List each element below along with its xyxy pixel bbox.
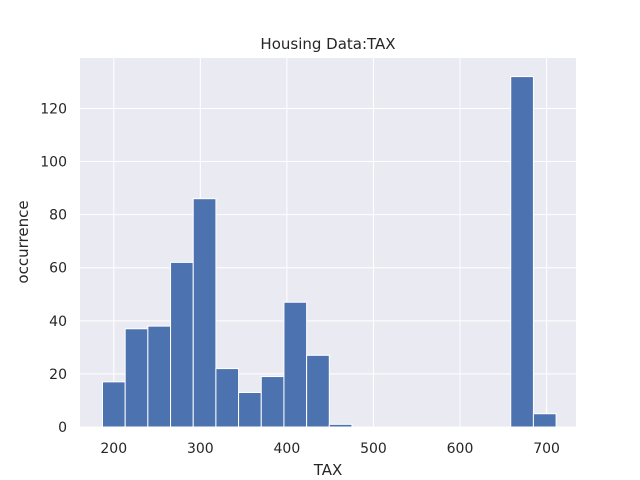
x-tick-label: 600 — [447, 441, 474, 457]
y-tick-label: 60 — [49, 261, 67, 277]
y-axis-label: occurrence — [14, 200, 32, 283]
histogram-bar — [170, 261, 194, 428]
histogram-bar — [532, 413, 557, 428]
y-tick-labels: 0 20 40 60 80 100 120 — [40, 101, 67, 436]
y-tick-label: 80 — [49, 208, 67, 224]
histogram-bar — [192, 198, 217, 428]
histogram-bar — [147, 325, 172, 428]
histogram-bar — [102, 381, 126, 428]
histogram-bar — [510, 76, 534, 428]
x-tick-label: 300 — [187, 441, 214, 457]
y-tick-label: 100 — [40, 155, 67, 171]
histogram-bar — [238, 391, 262, 428]
x-tick-label: 400 — [274, 441, 301, 457]
x-tick-label: 700 — [533, 441, 560, 457]
histogram-bar — [283, 301, 308, 428]
x-tick-label: 200 — [100, 441, 127, 457]
histogram-bar — [306, 354, 330, 428]
x-tick-labels: 200 300 400 500 600 700 — [100, 441, 560, 457]
x-axis-label: TAX — [313, 461, 343, 479]
histogram-bar — [328, 423, 353, 428]
y-tick-label: 120 — [40, 101, 67, 117]
y-tick-label: 40 — [49, 314, 67, 330]
histogram-bar — [124, 328, 149, 428]
bars — [102, 76, 557, 428]
y-tick-label: 20 — [49, 367, 67, 383]
chart-title: Housing Data:TAX — [260, 35, 395, 53]
histogram-bar — [215, 368, 240, 428]
x-tick-label: 500 — [360, 441, 387, 457]
histogram-bar — [260, 376, 285, 428]
y-tick-label: 0 — [58, 420, 67, 436]
